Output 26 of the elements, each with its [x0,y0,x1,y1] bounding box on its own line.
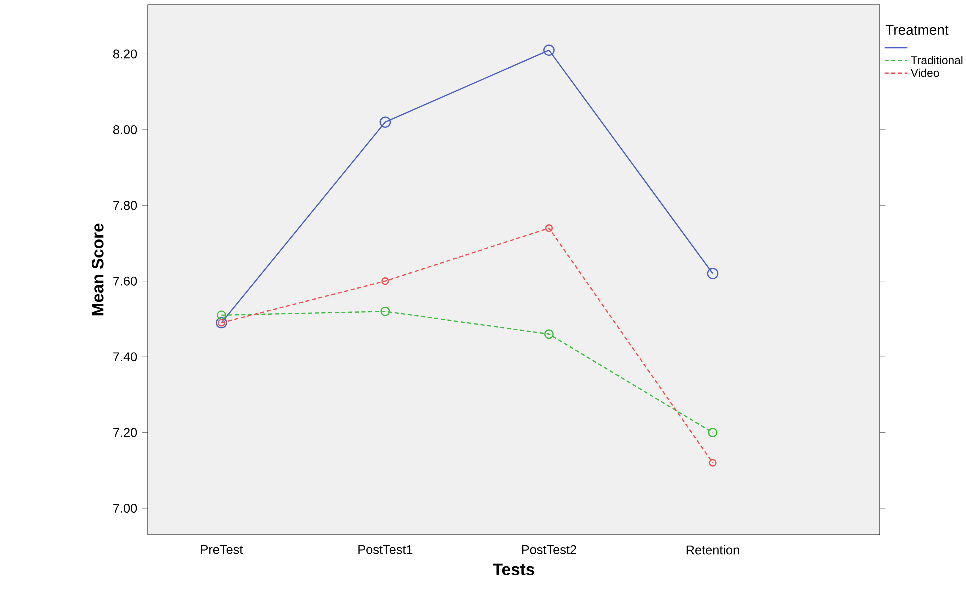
y-axis-title: Mean Score [92,224,104,316]
legend-label: Traditional [911,56,963,64]
y-tick-label: 7.80 [114,201,138,210]
legend-label: Video [910,68,940,78]
point [707,268,719,280]
y-tick-label: 8.00 [113,125,138,134]
point [708,428,718,438]
y-tick-label: 8.20 [113,50,138,59]
point [216,310,226,320]
point [544,44,555,56]
y-tick-label: 7.60 [114,276,138,286]
y-tick-label: 7.40 [114,352,138,362]
legend-title: Treatment [886,25,949,36]
point [544,330,554,340]
x-tick-label: Retention [686,545,740,555]
x-tick-label: PreTest [201,545,244,554]
point [382,278,390,286]
point [380,116,392,128]
y-tick-label: 7.20 [114,428,138,438]
y-tick-label: 7.00 [114,504,138,513]
point [709,459,717,467]
x-axis-title: Tests [493,564,534,576]
point [380,306,390,316]
point [545,224,554,232]
x-tick-label: PostTest2 [522,545,576,554]
x-tick-label: PostTest1 [358,545,413,554]
